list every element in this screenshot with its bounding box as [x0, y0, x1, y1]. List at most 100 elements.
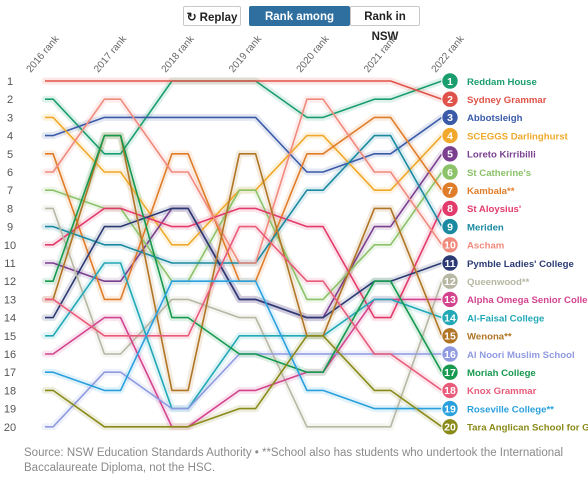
series-label[interactable]: Sydney Grammar [467, 95, 547, 106]
x-tick-label: 2016 rank [25, 33, 63, 75]
series-line[interactable] [45, 207, 450, 319]
series-label[interactable]: Knox Grammar [467, 386, 537, 397]
rank-badge-number: 17 [444, 367, 456, 379]
series-line[interactable] [45, 116, 450, 173]
y-tick-label: 19 [4, 404, 16, 416]
rank-badge [441, 327, 459, 345]
rank-badge [441, 345, 459, 363]
rank-badge-number: 12 [444, 276, 456, 288]
rank-badge [441, 199, 459, 218]
y-tick-label: 12 [4, 276, 16, 288]
rank-badge [441, 145, 459, 163]
rank-badge-number: 15 [444, 331, 456, 343]
rank-badge-number: 7 [447, 185, 453, 197]
series-label[interactable]: Queenwood** [467, 277, 530, 288]
y-tick-label: 2 [7, 94, 13, 106]
rank-badge [441, 108, 459, 127]
replay-label: Replay [199, 12, 238, 24]
series-halo [41, 223, 454, 394]
y-tick-label: 14 [4, 313, 16, 325]
rank-badge [441, 163, 459, 181]
rank-badge-number: 13 [444, 294, 456, 306]
series-line[interactable] [45, 80, 450, 100]
series-label[interactable]: Pymble Ladies' College [467, 259, 574, 270]
y-tick-label: 4 [7, 131, 13, 143]
series-label[interactable]: SCEGGS Darlinghurst [467, 131, 569, 142]
rank-badge-number: 20 [444, 422, 456, 434]
series-line[interactable] [45, 98, 450, 264]
rank-badge [441, 381, 459, 400]
y-tick-label: 1 [7, 76, 13, 88]
y-tick-label: 8 [7, 203, 13, 215]
series-label[interactable]: Al Noori Muslim School [467, 350, 575, 361]
y-tick-label: 10 [4, 240, 16, 252]
series-label[interactable]: Wenona** [467, 332, 512, 343]
series-label[interactable]: Reddam House [467, 77, 537, 88]
x-tick-label: 2022 rank [430, 33, 468, 75]
y-tick-label: 5 [7, 149, 13, 161]
rank-badge [441, 217, 459, 236]
series-label[interactable]: St Aloysius' [467, 204, 521, 215]
y-tick-label: 18 [4, 385, 16, 397]
series-label[interactable]: Tara Anglican School for Girls** [467, 423, 588, 434]
y-tick-label: 6 [7, 167, 13, 179]
x-tick-label: 2019 rank [227, 33, 265, 75]
series-halo [41, 95, 454, 267]
rank-badge-number: 18 [444, 385, 456, 397]
series-label[interactable]: Alpha Omega Senior College [467, 295, 588, 306]
series-label[interactable]: Kambala** [467, 186, 515, 197]
series-line[interactable] [45, 335, 450, 428]
rank-badge [441, 236, 459, 254]
series-line[interactable] [45, 280, 450, 410]
rank-badge [441, 254, 459, 272]
x-tick-label: 2021 rank [362, 33, 400, 75]
rank-badge [441, 181, 459, 199]
y-tick-label: 9 [7, 222, 13, 234]
x-tick-label: 2017 rank [92, 33, 130, 75]
source-note: Source: NSW Education Standards Authorit… [24, 447, 564, 474]
rank-badge-number: 3 [447, 112, 453, 124]
rank-badge-number: 2 [447, 94, 453, 106]
rank-badge [441, 363, 459, 381]
rank-in-nsw-toggle[interactable]: Rank in NSW [350, 6, 420, 43]
y-tick-label: 7 [7, 185, 13, 197]
y-tick-label: 17 [4, 367, 16, 379]
series-line[interactable] [45, 225, 450, 392]
rank-badge-number: 4 [447, 130, 453, 142]
x-tick-label: 2018 rank [160, 33, 198, 75]
series-label[interactable]: Loreto Kirribilli [467, 150, 536, 161]
rank-badge-number: 1 [447, 76, 453, 88]
series-label[interactable]: Al-Faisal College [467, 313, 544, 324]
rank-badge [441, 72, 459, 90]
replay-button[interactable]: ↻ Replay [183, 6, 241, 26]
series-line[interactable] [45, 207, 450, 428]
y-tick-label: 15 [4, 331, 16, 343]
rank-badge-number: 10 [444, 240, 456, 252]
series-label[interactable]: Ascham [467, 241, 504, 252]
series-label[interactable]: Moriah College [467, 368, 536, 379]
series-line[interactable] [45, 262, 450, 410]
rank-badge-number: 8 [447, 203, 453, 215]
y-tick-label: 16 [4, 349, 16, 361]
series-halo [41, 113, 454, 176]
rank-badge [441, 399, 459, 418]
rank-badge-number: 6 [447, 167, 453, 179]
replay-icon: ↻ [186, 10, 197, 24]
controls-bar: ↻ Replay Rank among group Rank in NSW [0, 6, 588, 43]
rank-badge [441, 290, 459, 309]
rank-badge-number: 11 [444, 258, 455, 270]
series-label[interactable]: Roseville College** [467, 404, 554, 415]
series-label[interactable]: St Catherine's [467, 168, 531, 179]
rank-among-group-toggle[interactable]: Rank among group [249, 6, 350, 43]
rank-badge-number: 5 [447, 149, 453, 161]
y-tick-label: 3 [7, 112, 13, 124]
rank-badge-number: 14 [444, 312, 456, 324]
rank-badge [441, 126, 459, 145]
series-line[interactable] [45, 134, 450, 373]
rank-badge-number: 9 [447, 221, 453, 233]
y-tick-label: 20 [4, 422, 16, 434]
series-label[interactable]: Meriden [467, 222, 504, 233]
rank-badge [441, 90, 459, 108]
series-label[interactable]: Abbotsleigh [467, 113, 523, 124]
